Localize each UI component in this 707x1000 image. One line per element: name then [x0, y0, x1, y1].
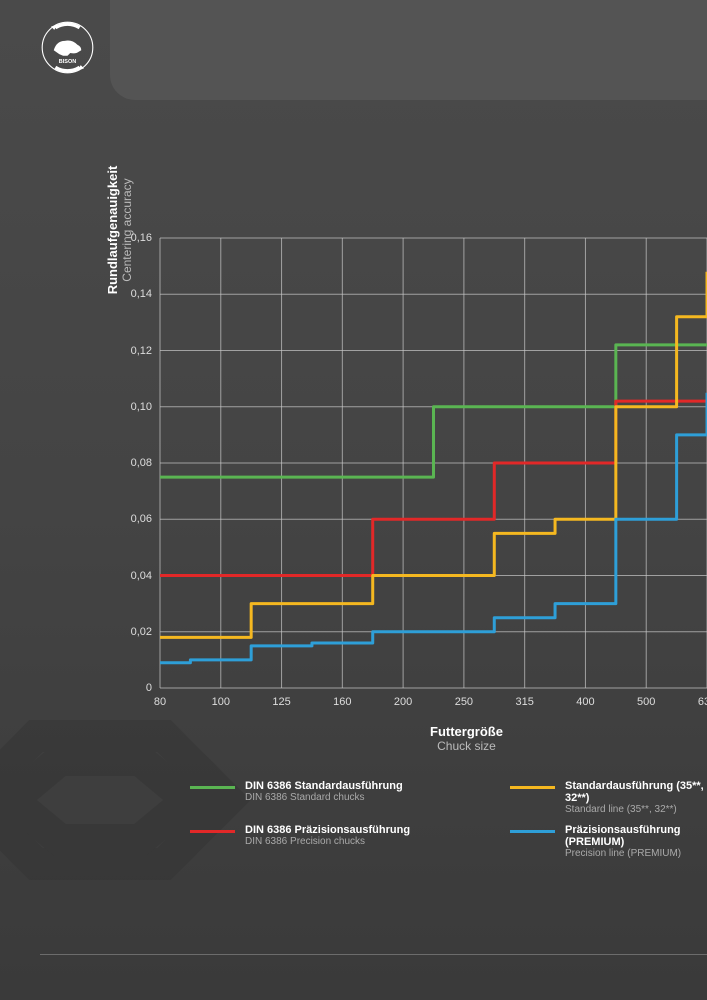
legend-title: DIN 6386 Standardausführung: [245, 780, 410, 792]
legend-title: Präzisionsausführung (PREMIUM): [565, 824, 707, 848]
legend-subtitle: Precision line (PREMIUM): [565, 848, 707, 859]
footer-divider: [40, 954, 707, 955]
y-tick-label: 0,06: [131, 513, 160, 525]
x-tick-label: 80: [154, 688, 166, 708]
x-tick-label: 400: [576, 688, 594, 708]
x-tick-label: 200: [394, 688, 412, 708]
legend-item: Präzisionsausführung (PREMIUM) Precision…: [510, 824, 707, 854]
y-axis-label: Rundlaufgenauigkeit Centering accuracy: [105, 120, 134, 340]
y-tick-label: 0,16: [131, 232, 160, 244]
bison-logo: BISON: [40, 20, 95, 75]
line-chart: 00,020,040,060,080,100,120,140,168010012…: [160, 238, 707, 688]
x-tick-label: 125: [272, 688, 290, 708]
y-tick-label: 0,12: [131, 345, 160, 357]
legend-item: DIN 6386 Standardausführung DIN 6386 Sta…: [190, 780, 410, 810]
header-bar: [110, 0, 707, 100]
y-axis-title: Rundlaufgenauigkeit: [105, 166, 120, 295]
logo-text: BISON: [59, 59, 76, 65]
y-tick-label: 0,04: [131, 570, 160, 582]
x-tick-label: 500: [637, 688, 655, 708]
legend-swatch: [190, 830, 235, 833]
legend-item: DIN 6386 Präzisionsausführung DIN 6386 P…: [190, 824, 410, 854]
x-axis-label: Futtergröße Chuck size: [430, 724, 503, 753]
y-tick-label: 0,14: [131, 288, 160, 300]
legend-title: DIN 6386 Präzisionsausführung: [245, 824, 410, 836]
legend-swatch: [190, 786, 235, 789]
x-axis-title: Futtergröße: [430, 724, 503, 739]
x-tick-label: 100: [212, 688, 230, 708]
x-tick-label: 315: [515, 688, 533, 708]
x-tick-label: 160: [333, 688, 351, 708]
y-tick-label: 0,02: [131, 626, 160, 638]
x-axis-subtitle: Chuck size: [430, 739, 503, 753]
legend-swatch: [510, 830, 555, 833]
x-tick-label: 250: [455, 688, 473, 708]
y-tick-label: 0,08: [131, 457, 160, 469]
x-tick-label: 630: [698, 688, 707, 708]
legend-subtitle: Standard line (35**, 32**): [565, 804, 707, 815]
y-axis-subtitle: Centering accuracy: [120, 120, 134, 340]
legend-title: Standardausführung (35**, 32**): [565, 780, 707, 804]
legend-subtitle: DIN 6386 Precision chucks: [245, 836, 410, 847]
legend-swatch: [510, 786, 555, 789]
legend-item: Standardausführung (35**, 32**) Standard…: [510, 780, 707, 810]
y-tick-label: 0,10: [131, 401, 160, 413]
legend-subtitle: DIN 6386 Standard chucks: [245, 792, 410, 803]
